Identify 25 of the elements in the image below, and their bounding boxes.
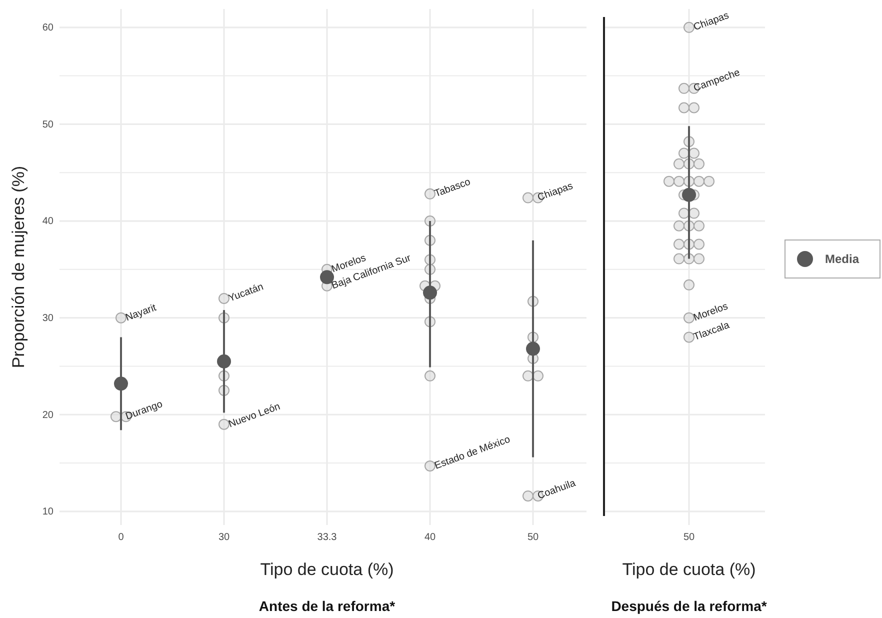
- legend-label: Media: [825, 252, 860, 266]
- x-tick-label: 30: [218, 532, 230, 544]
- y-tick-label: 10: [42, 506, 54, 518]
- annotation: Tabasco: [433, 176, 472, 200]
- annotation: Chiapas: [692, 10, 731, 34]
- annotation: Nayarit: [124, 302, 158, 324]
- annotation: Yucatán: [227, 282, 265, 304]
- y-tick-label: 20: [42, 410, 54, 421]
- annotation: Nuevo León: [227, 401, 282, 430]
- x-tick-label: 50: [527, 532, 539, 544]
- y-tick-label: 60: [42, 22, 54, 34]
- x-tick-label: 33.3: [317, 532, 338, 544]
- text: Antes de la reforma*: [258, 598, 396, 614]
- x-axis-title: Tipo de cuota (%): [260, 560, 394, 579]
- y-axis-title: Proporción de mujeres (%): [9, 166, 28, 368]
- text: Después de la reforma*: [611, 598, 768, 614]
- annotation: Estado de México: [433, 434, 512, 472]
- x-axis-title: Tipo de cuota (%): [622, 560, 756, 579]
- x-tick-label: 50: [683, 532, 695, 544]
- y-tick-label: 50: [42, 119, 54, 130]
- x-tick-label: 40: [424, 532, 436, 544]
- annotation: Chiapas: [536, 180, 575, 204]
- x-tick-label: 0: [118, 532, 124, 544]
- y-tick-label: 30: [42, 313, 54, 324]
- y-tick-label: 40: [42, 216, 54, 228]
